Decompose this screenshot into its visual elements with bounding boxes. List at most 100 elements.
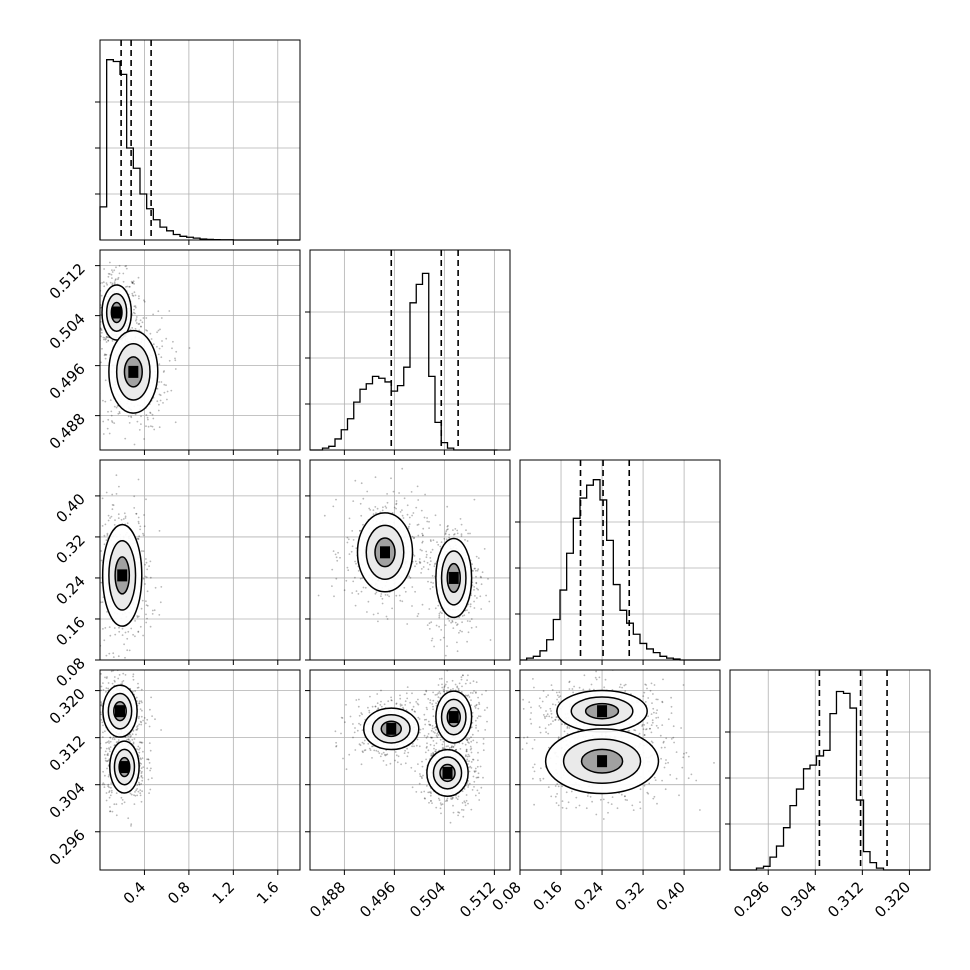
sample-point <box>465 794 468 796</box>
sample-point <box>108 652 111 655</box>
sample-point <box>456 624 458 626</box>
sample-point <box>130 627 133 630</box>
sample-point <box>351 530 354 532</box>
sample-point <box>118 674 121 676</box>
contour-line <box>113 701 127 722</box>
sample-point <box>474 707 477 709</box>
sample-point <box>107 418 110 421</box>
sample-point <box>588 688 591 691</box>
sample-point <box>145 621 148 624</box>
sample-point <box>363 742 365 745</box>
sample-point <box>377 750 380 753</box>
panel-frame <box>519 459 721 661</box>
sample-point <box>564 668 566 670</box>
sample-point <box>475 575 477 578</box>
sample-point <box>126 738 128 741</box>
sample-point <box>456 798 459 801</box>
sample-point <box>367 600 370 603</box>
sample-point <box>456 650 459 653</box>
sample-point <box>362 497 365 500</box>
sample-point <box>647 697 650 699</box>
sample-point <box>82 341 84 343</box>
sample-point <box>621 686 623 689</box>
sample-point <box>401 509 403 511</box>
sample-point <box>478 715 480 718</box>
contour-line <box>432 756 463 790</box>
contour-line <box>371 713 411 744</box>
sample-point <box>528 701 531 703</box>
sample-point <box>112 667 114 669</box>
sample-point <box>368 711 371 714</box>
sample-point <box>545 696 548 698</box>
sample-point <box>470 618 473 620</box>
sample-point <box>160 381 163 383</box>
sample-point <box>641 723 644 726</box>
sample-point <box>437 696 440 699</box>
sample-point <box>377 612 379 615</box>
sample-point <box>419 728 422 731</box>
sample-point <box>138 700 141 703</box>
sample-point <box>475 703 478 706</box>
sample-point <box>433 747 435 750</box>
sample-point <box>406 755 409 758</box>
sample-point <box>103 337 106 339</box>
sample-point <box>143 514 145 516</box>
contour-line <box>356 512 414 593</box>
sample-point <box>439 807 442 810</box>
sample-point <box>486 706 489 709</box>
sample-point <box>421 534 424 537</box>
sample-point <box>109 794 112 797</box>
sample-point <box>143 299 145 302</box>
sample-point <box>618 686 621 688</box>
sample-point <box>126 649 129 652</box>
sample-point <box>467 802 469 805</box>
panel-frame <box>99 459 301 661</box>
sample-point <box>158 426 161 429</box>
sample-point <box>444 533 447 536</box>
sample-point <box>477 696 479 699</box>
sample-point <box>361 729 364 731</box>
sample-point <box>550 712 553 715</box>
sample-point <box>473 586 476 588</box>
sample-point <box>139 794 142 797</box>
sample-point <box>426 517 428 519</box>
sample-point <box>473 589 475 591</box>
sample-point <box>156 345 158 348</box>
sample-point <box>140 741 142 743</box>
sample-point <box>476 597 478 599</box>
sample-point <box>429 699 432 701</box>
sample-point <box>644 683 647 686</box>
sample-point <box>354 749 357 751</box>
sample-point <box>472 680 475 683</box>
sample-point <box>104 353 107 356</box>
sample-point <box>545 710 547 712</box>
sample-point <box>332 550 335 552</box>
sample-point <box>126 522 129 525</box>
sample-point <box>132 673 135 676</box>
sample-point <box>353 731 356 734</box>
sample-point <box>105 338 107 340</box>
sample-point <box>352 580 355 583</box>
sample-point <box>540 767 542 770</box>
sample-point <box>439 664 441 666</box>
contour-line <box>435 690 473 744</box>
sample-point <box>138 748 140 751</box>
sample-point <box>132 675 135 678</box>
sample-point <box>92 719 94 721</box>
sample-point <box>473 607 476 609</box>
sample-point <box>568 680 571 683</box>
sample-point <box>122 280 125 283</box>
sample-point <box>373 749 376 752</box>
sample-point <box>137 745 140 748</box>
sample-point <box>432 691 434 694</box>
sample-point <box>595 678 598 681</box>
sample-point <box>130 823 133 826</box>
sample-point <box>106 336 108 338</box>
sample-point <box>438 616 441 619</box>
sample-point <box>127 665 129 667</box>
sample-point <box>96 588 98 590</box>
sample-point <box>100 689 102 692</box>
sample-point <box>136 728 139 731</box>
